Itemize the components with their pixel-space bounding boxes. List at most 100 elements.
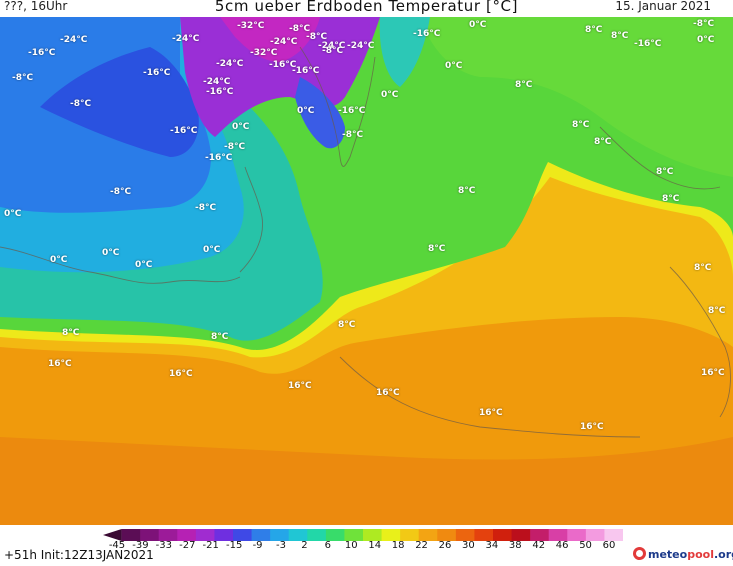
- temp-label: -24°C: [216, 59, 244, 69]
- colorbar-cell: [195, 529, 215, 541]
- temp-label: -8°C: [322, 46, 344, 56]
- temp-label: -16°C: [28, 48, 56, 58]
- colorbar-cell: [233, 529, 253, 541]
- temp-label: 16°C: [288, 381, 312, 391]
- colorbar-cell: [530, 529, 550, 541]
- colorbar-tick-label: -3: [276, 540, 286, 551]
- colorbar-tick-label: 6: [324, 540, 332, 551]
- colorbar-cell: [344, 529, 364, 541]
- temp-label: -16°C: [413, 29, 441, 39]
- colorbar-tick-label: 10: [344, 540, 358, 551]
- colorbar-tick-label: 60: [602, 540, 616, 551]
- colorbar-tick-label: -33: [155, 540, 173, 551]
- colorbar-cell: [493, 529, 513, 541]
- colorbar-tick-label: 14: [368, 540, 382, 551]
- colorbar-tick-label: -45: [108, 540, 126, 551]
- temp-label: -16°C: [205, 153, 233, 163]
- colorbar-ticks: -45 -39 -33 -27 -21 -15 -9 -3 2 6 10 14 18 22 26 30 34 38…: [103, 540, 623, 552]
- temp-label: -24°C: [347, 41, 375, 51]
- temp-label: 16°C: [580, 422, 604, 432]
- colorbar-tick-label: 46: [555, 540, 569, 551]
- temp-label: 0°C: [297, 106, 315, 116]
- temp-label: 8°C: [572, 120, 590, 130]
- temp-label: -32°C: [250, 48, 278, 58]
- temp-label: -8°C: [342, 130, 364, 140]
- temp-label: 16°C: [376, 388, 400, 398]
- temp-label: -16°C: [143, 68, 171, 78]
- temp-label: 16°C: [701, 368, 725, 378]
- band-minus34c: [220, 17, 320, 62]
- temp-label: -24°C: [318, 41, 346, 51]
- colorbar-tick-label: 2: [301, 540, 308, 551]
- colorbar-tick-label: -9: [252, 540, 263, 551]
- colorbar-tick-label: -15: [225, 540, 243, 551]
- band-minus28c: [180, 17, 380, 137]
- colorbar-tick-label: 30: [462, 540, 475, 551]
- temp-label: -8°C: [224, 142, 246, 152]
- colorbar-tick-label: 18: [391, 540, 405, 551]
- temp-label: 8°C: [211, 332, 229, 342]
- temp-label: -8°C: [195, 203, 217, 213]
- colorbar-cell: [288, 529, 308, 541]
- temp-label: -8°C: [289, 24, 311, 34]
- temp-label: 8°C: [515, 80, 533, 90]
- temp-label: -8°C: [70, 99, 92, 109]
- temp-label: 8°C: [708, 306, 726, 316]
- colorbar-tick-label: 26: [438, 540, 452, 551]
- temp-label: 16°C: [479, 408, 503, 418]
- colorbar-cell: [455, 529, 475, 541]
- band-20c: [0, 437, 733, 525]
- temp-label: 8°C: [62, 328, 80, 338]
- temp-label: 16°C: [169, 369, 193, 379]
- colorbar-cell: [140, 529, 160, 541]
- temp-label: -16°C: [292, 66, 320, 76]
- temp-label: 8°C: [338, 320, 356, 330]
- colorbar-cell: [121, 529, 141, 541]
- temp-label: 0°C: [697, 35, 715, 45]
- colorbar-cell: [158, 529, 178, 541]
- colorbar-cell: [325, 529, 345, 541]
- coastlines: [0, 46, 731, 438]
- temp-label: 8°C: [611, 31, 629, 41]
- colorbar-cell: [567, 529, 587, 541]
- colorbar-tick-label: 22: [415, 540, 428, 551]
- temp-label: 0°C: [4, 209, 22, 219]
- colorbar-cell: [214, 529, 234, 541]
- temp-label: -24°C: [172, 34, 200, 44]
- temp-label: 8°C: [428, 244, 446, 254]
- temp-label: -16°C: [634, 39, 662, 49]
- colorbar-cell: [103, 529, 122, 541]
- band-minus20c: [40, 47, 199, 157]
- colorbar-cell: [474, 529, 494, 541]
- temp-label: -16°C: [269, 60, 297, 70]
- run-time-label: ???, 16Uhr: [4, 0, 68, 13]
- temp-label: -16°C: [170, 126, 198, 136]
- temp-label: 0°C: [50, 255, 68, 265]
- temp-label: 8°C: [656, 167, 674, 177]
- colorbar: [103, 529, 623, 541]
- temp-label: -32°C: [237, 21, 265, 31]
- temp-label: -24°C: [60, 35, 88, 45]
- colorbar-cell: [177, 529, 197, 541]
- temp-label: -8°C: [693, 19, 715, 29]
- colorbar-cell: [270, 529, 290, 541]
- temp-label: 8°C: [585, 25, 603, 35]
- colorbar-cell: [548, 529, 568, 541]
- temp-label: 8°C: [662, 194, 680, 204]
- temp-label: -24°C: [270, 37, 298, 47]
- temp-label: -8°C: [110, 187, 132, 197]
- temp-label: 0°C: [232, 122, 250, 132]
- colorbar-cell: [585, 529, 605, 541]
- temp-label: 0°C: [445, 61, 463, 71]
- colorbar-tick-label: -21: [202, 540, 219, 551]
- colorbar-cells: [103, 529, 623, 541]
- init-time: +51h Init:12Z13JAN2021: [4, 548, 154, 562]
- temp-label: 0°C: [102, 248, 120, 258]
- temp-label: 0°C: [135, 260, 153, 270]
- temp-label: -24°C: [203, 77, 231, 87]
- colorbar-cell: [381, 529, 401, 541]
- temp-label: 0°C: [381, 90, 399, 100]
- colorbar-tick-label: -39: [132, 540, 149, 551]
- temp-label: 16°C: [48, 359, 72, 369]
- map-canvas: [0, 17, 733, 525]
